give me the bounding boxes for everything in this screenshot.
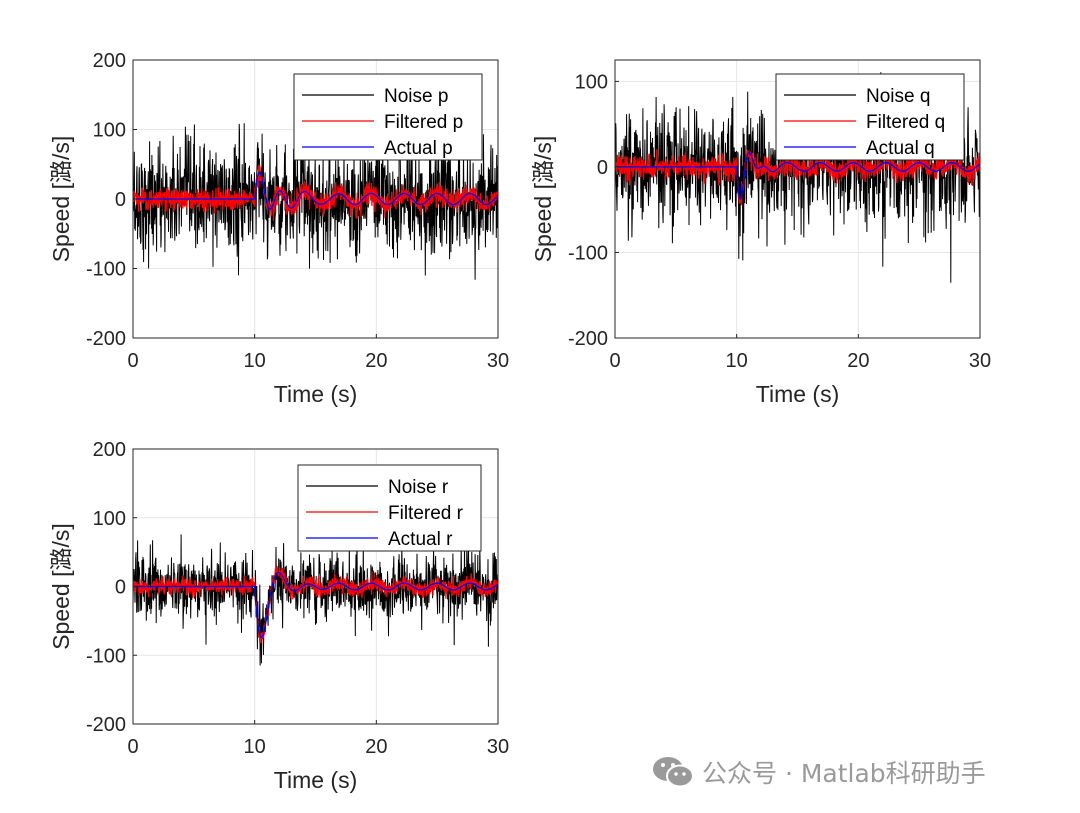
- watermark-text: 公众号 · Matlab科研助手: [702, 759, 986, 788]
- x-axis-label: Time (s): [274, 767, 357, 793]
- chart-3: 0 10 20 30 -200 -100 0 100 200 Time (s) Speed [潞/s…: [48, 439, 509, 793]
- y-tick-label: 100: [93, 508, 126, 530]
- legend-label: Noise q: [866, 86, 930, 107]
- chart-1: 0 10 20 30 -200 -100 0 100 200 Time (s) Speed [潞/s…: [48, 50, 509, 407]
- x-tick-label: 20: [847, 350, 869, 372]
- y-axis-label: Speed [潞/s]: [48, 523, 74, 650]
- series-line-actual-q: [615, 151, 980, 200]
- legend-label: Actual p: [384, 138, 453, 159]
- watermark: 公众号 · Matlab科研助手: [652, 752, 986, 792]
- series-line-actual-r: [133, 571, 498, 638]
- x-tick-label: 10: [244, 736, 266, 758]
- legend-label: Actual r: [388, 529, 453, 550]
- y-tick-label: -100: [86, 259, 126, 281]
- x-tick-label: 0: [609, 350, 620, 372]
- series-line-filtered-r: [133, 565, 498, 644]
- legend-label: Filtered q: [866, 112, 945, 133]
- legend-box: [297, 464, 482, 552]
- y-tick-label: -100: [568, 242, 608, 264]
- legend-box: [293, 73, 483, 161]
- y-tick-label: -200: [568, 328, 608, 350]
- y-tick-label: 100: [93, 120, 126, 142]
- x-tick-label: 30: [969, 350, 991, 372]
- x-axis-label: Time (s): [756, 381, 839, 407]
- x-axis-label: Time (s): [274, 381, 357, 407]
- x-tick-label: 20: [365, 736, 387, 758]
- series-line-noise-r: [133, 533, 498, 666]
- x-tick-label: 0: [127, 736, 138, 758]
- legend-label: Actual q: [866, 138, 935, 159]
- legend-label: Noise r: [388, 477, 449, 498]
- x-tick-label: 10: [726, 350, 748, 372]
- x-tick-label: 0: [127, 350, 138, 372]
- x-tick-label: 20: [365, 350, 387, 372]
- y-tick-label: 0: [115, 189, 126, 211]
- chart-2: 0 10 20 30 -200 -100 0 100 Time (s) Speed [潞/s] No…: [530, 59, 991, 407]
- y-tick-label: -200: [86, 714, 126, 736]
- x-tick-label: 10: [244, 350, 266, 372]
- x-tick-label: 30: [487, 736, 509, 758]
- y-tick-label: 100: [575, 71, 608, 93]
- wechat-icon: [653, 757, 694, 788]
- y-tick-label: 200: [93, 439, 126, 461]
- legend-label: Filtered r: [388, 503, 464, 524]
- y-axis-label: Speed [潞/s]: [530, 136, 556, 263]
- y-tick-label: 0: [115, 577, 126, 599]
- axes-box: [614, 59, 981, 339]
- y-tick-label: -200: [86, 328, 126, 350]
- x-tick-label: 30: [487, 350, 509, 372]
- y-tick-label: -100: [86, 645, 126, 667]
- y-axis-label: Speed [潞/s]: [48, 136, 74, 263]
- series-line-actual-p: [133, 171, 498, 210]
- y-tick-label: 0: [597, 157, 608, 179]
- y-tick-label: 200: [93, 50, 126, 72]
- legend-label: Noise p: [384, 86, 448, 107]
- legend-box: [775, 73, 965, 161]
- legend-label: Filtered p: [384, 112, 463, 133]
